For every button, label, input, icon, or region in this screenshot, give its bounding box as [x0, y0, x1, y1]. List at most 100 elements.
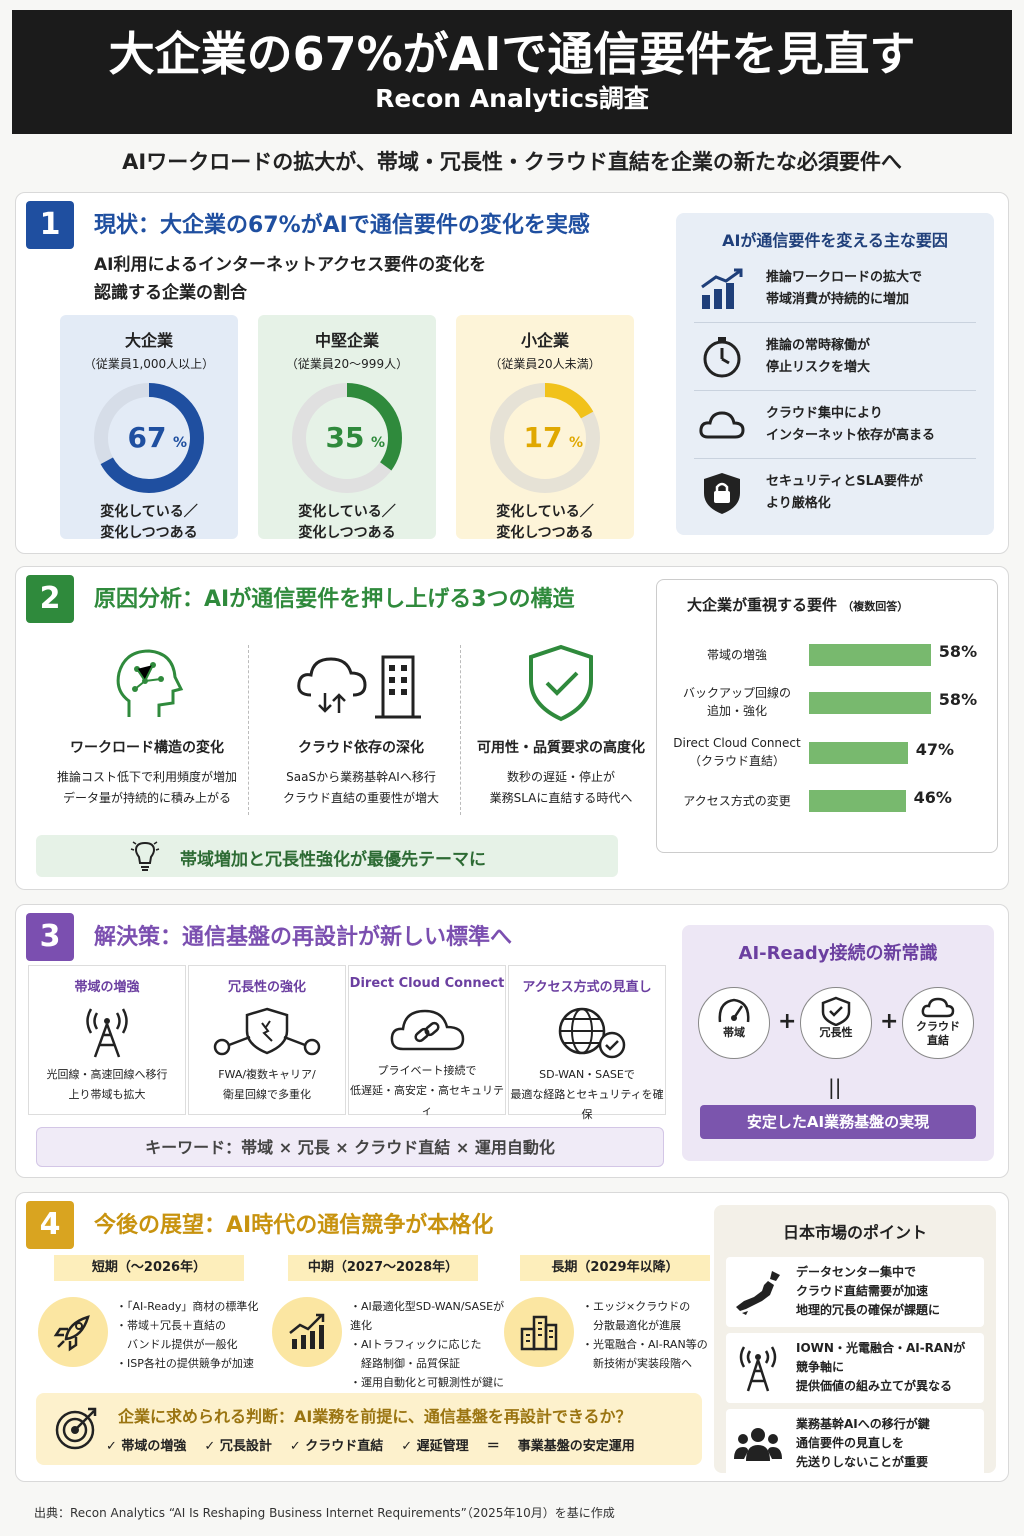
desc-line: AI利用によるインターネットアクセス要件の変化を — [94, 255, 487, 275]
chart-bar — [809, 692, 931, 714]
equals-sign: || — [828, 1075, 842, 1099]
phase-label: 中期（2027〜2028年） — [288, 1255, 478, 1281]
donut-card-mid: 中堅企業 （従業員20〜999人） 35 % 変化している／ 変化しつつある — [258, 315, 436, 541]
plus-sign: + — [778, 1009, 797, 1034]
donut-chart-mid: 35 % — [292, 383, 402, 493]
factor-item: クラウド集中により インターネット依存が高まる — [694, 393, 976, 459]
japan-point-text: IOWN・光電融合・AI-RANが 競争軸に 提供価値の組み立てが異なる — [796, 1341, 966, 1393]
decision-panel: 企業に求められる判断：AI業務を前提に、通信基盤を再設計できるか？ ✓ 帯域の増… — [36, 1393, 702, 1465]
cause-item: ワークロード構造の変化 推論コスト低下で利用頻度が増加 データ量が持続的に積み上が… — [42, 643, 252, 809]
decision-items: ✓ 帯域の増強 ✓ 冗長設計 ✓ クラウド直結 ✓ 遅延管理＝事業基盤の安定運用 — [106, 1439, 635, 1454]
phase-label: 長期（2029年以降） — [520, 1255, 710, 1281]
people-icon — [734, 1428, 782, 1461]
ai-head-icon — [116, 649, 184, 717]
cause-title: ワークロード構造の変化 — [70, 740, 224, 756]
section-cause-analysis: 2 原因分析：AIが通信要件を押し上げる3つの構造 ワークロード構造の変化 推論… — [15, 566, 1009, 890]
donut-value: 17 — [524, 421, 563, 454]
solution-text: SD-WAN・SASEで 最適な経路とセキュリティを確保 — [510, 1068, 664, 1121]
lock-shield-icon — [704, 473, 740, 514]
section-outlook: 4 今後の展望：AI時代の通信競争が本格化 短期（〜2026年） ・「AI-Re… — [15, 1192, 1009, 1482]
phase-icon — [504, 1297, 574, 1367]
chart-category-label: Direct Cloud Connect （クラウド直結） — [673, 736, 801, 768]
section-solutions: 3 解決策：通信基盤の再設計が新しい標準へ 帯域の増強 光回線・高速回線へ移行上… — [15, 904, 1009, 1178]
solution-card: アクセス方式の見直し SD-WAN・SASEで 最適な経路とセキュリティを確保 — [508, 965, 666, 1121]
chart-title: 大企業が重視する要件 （複数回答） — [687, 596, 909, 614]
phase-icon — [38, 1297, 108, 1367]
solution-title: Direct Cloud Connect — [349, 976, 505, 991]
cloud-link-icon — [390, 1009, 465, 1051]
phase-list: ・「AI-Ready」商材の標準化 ・帯域＋冗長＋直結の バンドル提供が一般化 ・I… — [116, 1300, 259, 1370]
donut-unit: % — [569, 435, 583, 451]
phase-long-term: 長期（2029年以降） ・エッジ×クラウドの 分散最適化が進展 ・光電融合・AI-… — [504, 1255, 734, 1385]
card-subtitle: （従業員20〜999人） — [285, 357, 409, 371]
japan-point-text: 業務基幹AIへの移行が鍵 通信要件の見直しを 先送りしないことが重要 — [796, 1417, 930, 1469]
ai-ready-label: 直結 — [927, 1034, 949, 1047]
factor-item: 推論ワークロードの拡大で 帯域消費が持続的に増加 — [694, 257, 976, 323]
ai-ready-panel: AI-Ready接続の新常識 帯域 + 冗長性 + クラウド 直結 || 安定し… — [682, 925, 994, 1161]
section-number: 4 — [26, 1201, 74, 1249]
japan-map-icon — [736, 1271, 780, 1315]
cloud-icon — [699, 411, 745, 439]
section-title: 今後の展望：AI時代の通信競争が本格化 — [94, 1213, 494, 1238]
factor-text: 推論ワークロードの拡大で 帯域消費が持続的に増加 — [766, 270, 923, 307]
solution-card: 帯域の増強 光回線・高速回線へ移行 上り帯域も拡大 — [28, 965, 186, 1115]
target-icon — [55, 1407, 97, 1450]
section-number: 1 — [26, 201, 74, 249]
chart-value-label: 46% — [913, 788, 952, 807]
section-description: AI利用によるインターネットアクセス要件の変化を 認識する企業の割合 — [94, 251, 564, 307]
city-buildings-icon — [520, 1315, 558, 1351]
japan-point: 業務基幹AIへの移行が鍵 通信要件の見直しを 先送りしないことが重要 — [726, 1409, 984, 1479]
factor-item: 推論の常時稼働が 停止リスクを増大 — [694, 325, 976, 391]
lightbulb-icon — [130, 841, 160, 871]
phase-short-term: 短期（〜2026年） ・「AI-Ready」商材の標準化 ・帯域＋冗長＋直結の バ… — [38, 1255, 268, 1385]
factor-text: 推論の常時稼働が 停止リスクを増大 — [766, 338, 871, 375]
section-number: 2 — [26, 575, 74, 623]
phase-label: 短期（〜2026年） — [54, 1255, 244, 1281]
shield-check-icon — [821, 996, 851, 1026]
donut-unit: % — [371, 435, 385, 451]
source-footnote: 出典：Recon Analytics “AI Is Reshaping Busi… — [34, 1506, 615, 1520]
phase-mid-term: 中期（2027〜2028年） ・AI最適化型SD-WAN/SASEが進化 ・AIト… — [272, 1255, 504, 1389]
card-title: 小企業 — [520, 331, 569, 350]
stopwatch-icon — [703, 337, 741, 378]
ai-ready-item: 冗長性 — [800, 987, 872, 1059]
factors-title: AIが通信要件を変える主な要因 — [722, 231, 948, 250]
ai-ready-label: 冗長性 — [819, 1026, 853, 1039]
header-banner: 大企業の67%がAIで通信要件を見直す Recon Analytics調査 — [12, 10, 1012, 134]
donut-value: 67 — [128, 421, 167, 454]
shield-check-icon — [529, 644, 593, 722]
page-title: 大企業の67%がAIで通信要件を見直す — [108, 27, 916, 81]
keyword-bar: キーワード：帯域 × 冗長 × クラウド直結 × 運用自動化 — [36, 1127, 664, 1167]
chart-bar-row: 帯域の増強 58% — [667, 630, 989, 678]
card-title: 中堅企業 — [314, 331, 379, 350]
ai-ready-label: 帯域 — [723, 1026, 745, 1039]
cause-title: 可用性・品質要求の高度化 — [477, 740, 645, 756]
antenna-icon — [739, 1346, 777, 1392]
chart-value-label: 58% — [938, 642, 978, 661]
japan-title: 日本市場のポイント — [782, 1223, 927, 1242]
cloud-building-icon — [297, 655, 421, 719]
chart-bar-row: Direct Cloud Connect （クラウド直結） 47% — [667, 728, 989, 776]
plus-sign: + — [880, 1009, 899, 1034]
japan-market-panel: 日本市場のポイント データセンター集中で クラウド直結需要が加速 地理的冗長の確保が… — [714, 1205, 996, 1479]
card-subtitle: （従業員20人未満） — [489, 357, 601, 371]
card-footnote: 変化している／ 変化しつつある — [100, 504, 198, 541]
chart-bar — [809, 644, 931, 666]
solution-text: FWA/複数キャリア/衛星回線で多重化 — [218, 1068, 316, 1101]
card-subtitle: （従業員1,000人以上） — [83, 357, 215, 371]
section-number: 3 — [26, 913, 74, 961]
redundant-network-icon — [213, 1007, 321, 1056]
page-subtitle: Recon Analytics調査 — [375, 84, 649, 113]
section-title: 現状：大企業の67%がAIで通信要件の変化を実感 — [94, 213, 590, 238]
factors-panel: AIが通信要件を変える主な要因 推論ワークロードの拡大で 帯域消費が持続的に増加 … — [676, 213, 994, 535]
divider — [460, 645, 461, 815]
gauge-icon — [718, 998, 750, 1023]
chart-category-label: 帯域の増強 — [706, 648, 767, 662]
chart-category-label: バックアップ回線の 追加・強化 — [682, 686, 791, 718]
ai-ready-item: 帯域 — [698, 987, 770, 1059]
card-footnote: 変化している／ 変化しつつある — [496, 504, 594, 541]
lead-text: AIワークロードの拡大が、帯域・冗長性・クラウド直結を企業の新たな必須要件へ — [122, 150, 902, 174]
factor-text: セキュリティとSLA要件が より厳格化 — [766, 474, 923, 511]
japan-point: データセンター集中で クラウド直結需要が加速 地理的冗長の確保が課題に — [726, 1257, 984, 1327]
cause-item: 可用性・品質要求の高度化 数秒の遅延・停止が 業務SLAに直結する時代へ — [456, 643, 666, 809]
